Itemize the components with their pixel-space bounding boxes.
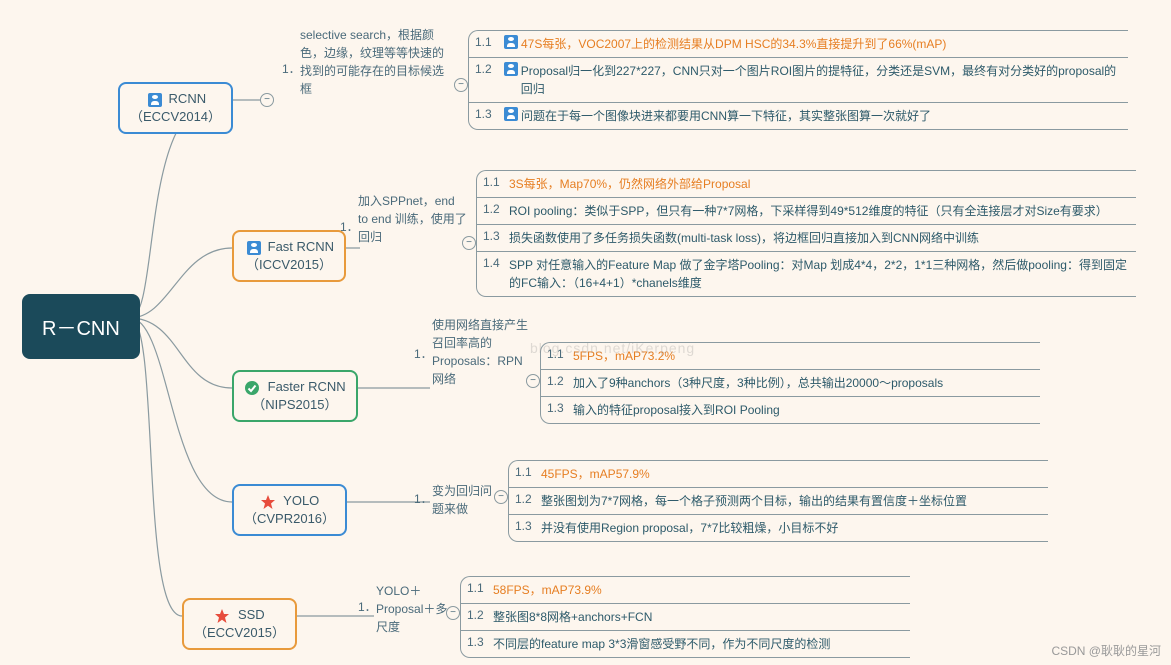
- star-icon: [260, 494, 276, 510]
- leaf-text: 47S每张，VOC2007上的检测结果从DPM HSC的34.3%直接提升到了6…: [521, 35, 946, 53]
- watermark-bottom-right: CSDN @耿耿的星河: [1051, 642, 1161, 659]
- leaf-num: 1.3: [515, 519, 541, 533]
- leaf-text: 45FPS，mAP57.9%: [541, 465, 650, 483]
- leaf-row: 1.1 3S每张，Map70%，仍然网络外部给Proposal: [477, 171, 1136, 197]
- leaf-num: 1.2: [547, 374, 573, 388]
- check-icon: [244, 380, 260, 396]
- root-label: R－CNN: [42, 318, 120, 340]
- model-title: RCNN: [169, 91, 207, 106]
- collapse-toggle[interactable]: −: [494, 490, 508, 504]
- leaf-text: 并没有使用Region proposal，7*7比较粗燥，小目标不好: [541, 519, 838, 537]
- leaf-text: SPP 对任意输入的Feature Map 做了金字塔Pooling：对Map …: [509, 256, 1136, 292]
- rcnn-leaves: 1.1 47S每张，VOC2007上的检测结果从DPM HSC的34.3%直接提…: [468, 30, 1128, 130]
- leaf-row: 1.4 SPP 对任意输入的Feature Map 做了金字塔Pooling：对…: [477, 251, 1136, 296]
- leaf-text: 问题在于每一个图像块进来都要用CNN算一下特征，其实整张图算一次就好了: [521, 107, 931, 125]
- star-icon: [214, 608, 230, 624]
- leaf-text: 不同层的feature map 3*3滑窗感受野不同，作为不同尺度的检测: [493, 635, 830, 653]
- model-subtitle: （CVPR2016）: [244, 511, 335, 526]
- leaf-row: 1.2 Proposal归一化到227*227，CNN只对一个图片ROI图片的提…: [469, 57, 1128, 102]
- leaf-row: 1.3 并没有使用Region proposal，7*7比较粗燥，小目标不好: [509, 514, 1048, 541]
- collapse-toggle[interactable]: −: [526, 374, 540, 388]
- yolo-note: 变为回归问题来做: [432, 482, 502, 518]
- leaf-text: 输入的特征proposal接入到ROI Pooling: [573, 401, 780, 419]
- model-subtitle: （ECCV2015）: [194, 625, 285, 640]
- leaf-num: 1.3: [475, 107, 501, 121]
- person-icon: [148, 93, 162, 107]
- note-number: 1．: [358, 598, 377, 615]
- rcnn-note: selective search，根据颜色，边缘，纹理等等快速的找到的可能存在的…: [300, 26, 450, 98]
- model-subtitle: （NIPS2015）: [252, 397, 337, 412]
- faster-note: 使用网络直接产生召回率高的Proposals：RPN网络: [432, 316, 532, 388]
- leaf-text: 加入了9种anchors（3种尺度，3种比例），总共输出20000～propos…: [573, 374, 943, 392]
- note-number: 1．: [282, 60, 301, 77]
- model-subtitle: （ICCV2015）: [246, 257, 332, 272]
- watermark-center: blog.csdn.net/iKerpeng: [530, 340, 695, 356]
- leaf-row: 1.1 45FPS，mAP57.9%: [509, 461, 1048, 487]
- leaf-num: 1.2: [467, 608, 493, 622]
- leaf-row: 1.1 47S每张，VOC2007上的检测结果从DPM HSC的34.3%直接提…: [469, 31, 1128, 57]
- model-title: SSD: [238, 607, 265, 622]
- leaf-text: 损失函数使用了多任务损失函数(multi-task loss)，将边框回归直接加…: [509, 229, 979, 247]
- model-subtitle: （ECCV2014）: [130, 109, 221, 124]
- model-fast-rcnn[interactable]: Fast RCNN （ICCV2015）: [232, 230, 346, 282]
- ssd-note: YOLO＋Proposal＋多尺度: [376, 582, 454, 636]
- collapse-toggle[interactable]: −: [454, 78, 468, 92]
- model-title: Faster RCNN: [268, 379, 346, 394]
- leaf-num: 1.3: [547, 401, 573, 415]
- yolo-leaves: 1.1 45FPS，mAP57.9% 1.2 整张图划为7*7网格，每一个格子预…: [508, 460, 1048, 542]
- collapse-toggle[interactable]: −: [260, 93, 274, 107]
- leaf-row: 1.1 58FPS，mAP73.9%: [461, 577, 910, 603]
- leaf-text: 整张图划为7*7网格，每一个格子预测两个目标，输出的结果有置信度＋坐标位置: [541, 492, 967, 510]
- leaf-num: 1.4: [483, 256, 509, 270]
- leaf-row: 1.3 问题在于每一个图像块进来都要用CNN算一下特征，其实整张图算一次就好了: [469, 102, 1128, 129]
- leaf-row: 1.2 加入了9种anchors（3种尺度，3种比例），总共输出20000～pr…: [541, 369, 1040, 396]
- leaf-num: 1.1: [515, 465, 541, 479]
- leaf-row: 1.3 损失函数使用了多任务损失函数(multi-task loss)，将边框回…: [477, 224, 1136, 251]
- leaf-num: 1.2: [515, 492, 541, 506]
- leaf-text: 整张图8*8网格+anchors+FCN: [493, 608, 652, 626]
- leaf-row: 1.3 输入的特征proposal接入到ROI Pooling: [541, 396, 1040, 423]
- leaf-row: 1.2 整张图划为7*7网格，每一个格子预测两个目标，输出的结果有置信度＋坐标位…: [509, 487, 1048, 514]
- leaf-row: 1.2 整张图8*8网格+anchors+FCN: [461, 603, 910, 630]
- leaf-num: 1.3: [467, 635, 493, 649]
- note-number: 1．: [340, 218, 359, 235]
- leaf-num: 1.1: [467, 581, 493, 595]
- leaf-text: 58FPS，mAP73.9%: [493, 581, 602, 599]
- model-rcnn[interactable]: RCNN （ECCV2014）: [118, 82, 233, 134]
- note-number: 1．: [414, 345, 433, 362]
- model-faster-rcnn[interactable]: Faster RCNN （NIPS2015）: [232, 370, 358, 422]
- leaf-num: 1.1: [475, 35, 501, 49]
- leaf-text: ROI pooling：类似于SPP，但只有一种7*7网格，下采样得到49*51…: [509, 202, 1108, 220]
- model-title: Fast RCNN: [268, 239, 334, 254]
- leaf-row: 1.2 ROI pooling：类似于SPP，但只有一种7*7网格，下采样得到4…: [477, 197, 1136, 224]
- model-yolo[interactable]: YOLO （CVPR2016）: [232, 484, 347, 536]
- root-node[interactable]: R－CNN: [22, 294, 140, 359]
- leaf-num: 1.2: [483, 202, 509, 216]
- collapse-toggle[interactable]: −: [462, 236, 476, 250]
- model-title: YOLO: [283, 493, 319, 508]
- ssd-leaves: 1.1 58FPS，mAP73.9% 1.2 整张图8*8网格+anchors+…: [460, 576, 910, 658]
- person-icon: [504, 107, 518, 121]
- fast-leaves: 1.1 3S每张，Map70%，仍然网络外部给Proposal 1.2 ROI …: [476, 170, 1136, 297]
- person-icon: [504, 35, 518, 49]
- person-icon: [504, 62, 518, 76]
- leaf-text: Proposal归一化到227*227，CNN只对一个图片ROI图片的提特征，分…: [521, 62, 1128, 98]
- leaf-num: 1.2: [475, 62, 501, 76]
- collapse-toggle[interactable]: −: [446, 606, 460, 620]
- leaf-text: 3S每张，Map70%，仍然网络外部给Proposal: [509, 175, 750, 193]
- leaf-num: 1.1: [483, 175, 509, 189]
- fast-note: 加入SPPnet，end to end 训练，使用了回归: [358, 192, 468, 246]
- model-ssd[interactable]: SSD （ECCV2015）: [182, 598, 297, 650]
- leaf-num: 1.3: [483, 229, 509, 243]
- leaf-row: 1.3 不同层的feature map 3*3滑窗感受野不同，作为不同尺度的检测: [461, 630, 910, 657]
- person-icon: [247, 241, 261, 255]
- note-number: 1．: [414, 490, 433, 507]
